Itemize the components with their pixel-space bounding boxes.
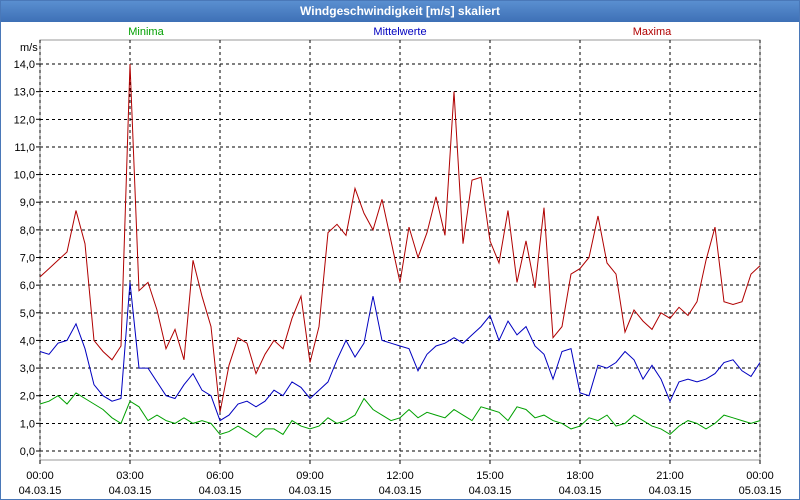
x-tick-date: 04.03.15 <box>649 485 692 497</box>
y-tick-label: 12,0 <box>14 114 35 126</box>
x-tick-time: 15:00 <box>476 470 504 482</box>
y-tick-label: 11,0 <box>14 142 35 154</box>
chart-title: Windgeschwindigkeit [m/s] skaliert <box>1 1 799 22</box>
y-tick-label: 14,0 <box>14 59 35 71</box>
x-tick-time: 18:00 <box>566 470 594 482</box>
y-tick-label: 5,0 <box>20 308 35 320</box>
x-tick-date: 04.03.15 <box>289 485 332 497</box>
y-axis-unit: m/s <box>20 42 38 54</box>
series-line-mittelwerte <box>39 282 761 422</box>
x-tick-time: 06:00 <box>206 470 234 482</box>
x-tick-date: 04.03.15 <box>109 485 152 497</box>
x-tick-time: 03:00 <box>116 470 144 482</box>
x-tick-date: 04.03.15 <box>199 485 242 497</box>
x-tick-date: 04.03.15 <box>19 485 62 497</box>
legend-maxima: Maxima <box>633 26 672 38</box>
y-tick-label: 13,0 <box>14 87 35 99</box>
x-tick-time: 21:00 <box>656 470 684 482</box>
y-tick-label: 10,0 <box>14 170 35 182</box>
y-tick-label: 9,0 <box>20 197 35 209</box>
x-tick-time: 00:00 <box>26 470 54 482</box>
x-tick-date: 05.03.15 <box>739 485 782 497</box>
x-tick-time: 00:00 <box>746 470 774 482</box>
y-tick-label: 0,0 <box>20 446 35 458</box>
y-tick-label: 1,0 <box>20 418 35 430</box>
legend-minima: Minima <box>128 26 164 38</box>
y-tick-label: 6,0 <box>20 280 35 292</box>
y-tick-label: 7,0 <box>20 253 35 265</box>
legend-mittelwerte: Mittelwerte <box>373 26 426 38</box>
y-tick-label: 4,0 <box>20 335 35 347</box>
series-line-maxima <box>39 63 761 413</box>
x-tick-time: 09:00 <box>296 470 324 482</box>
x-tick-date: 04.03.15 <box>469 485 512 497</box>
y-tick-label: 2,0 <box>20 391 35 403</box>
y-tick-label: 8,0 <box>20 225 35 237</box>
x-tick-time: 12:00 <box>386 470 414 482</box>
x-tick-date: 04.03.15 <box>379 485 422 497</box>
x-tick-date: 04.03.15 <box>559 485 602 497</box>
y-tick-label: 3,0 <box>20 363 35 375</box>
series-line-minima <box>39 392 761 438</box>
